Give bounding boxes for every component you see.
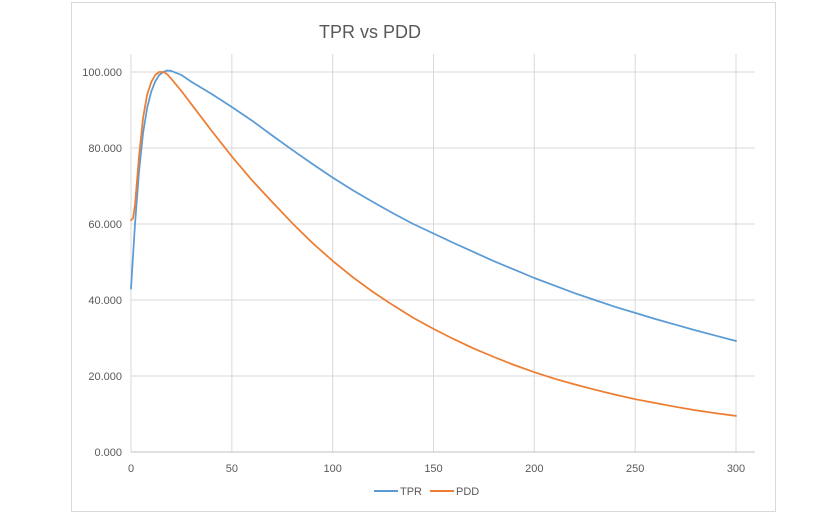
legend: TPR PDD — [374, 486, 479, 498]
chart-title: TPR vs PDD — [319, 22, 421, 42]
series-line-tpr — [130, 69, 737, 342]
y-tick-label: 80.000 — [88, 143, 122, 155]
grid-layer — [130, 54, 755, 453]
y-tick-label: 40.000 — [88, 295, 122, 307]
chart-canvas: TPR vs PDD 0.000 20.000 40.000 60.000 80.000… — [82, 22, 755, 498]
x-tick-label: 100 — [323, 463, 341, 475]
series-layer — [130, 69, 737, 417]
series-line-pdd — [130, 71, 737, 417]
legend-label-pdd: PDD — [456, 486, 479, 498]
chart-frame: TPR vs PDD 0.000 20.000 40.000 60.000 80.000… — [71, 2, 776, 512]
legend-label-tpr: TPR — [400, 486, 422, 498]
x-tick-label: 250 — [626, 463, 644, 475]
y-tick-label: 0.000 — [94, 447, 122, 459]
x-tick-label: 200 — [525, 463, 543, 475]
x-tick-label: 0 — [128, 463, 134, 475]
y-tick-label: 20.000 — [88, 371, 122, 383]
y-tick-label: 60.000 — [88, 219, 122, 231]
axis-layer: 0.000 20.000 40.000 60.000 80.000 100.000 0 50 1… — [82, 67, 755, 475]
x-tick-label: 50 — [226, 463, 238, 475]
y-tick-label: 100.000 — [82, 67, 122, 79]
x-tick-label: 300 — [727, 463, 745, 475]
x-tick-label: 150 — [424, 463, 442, 475]
